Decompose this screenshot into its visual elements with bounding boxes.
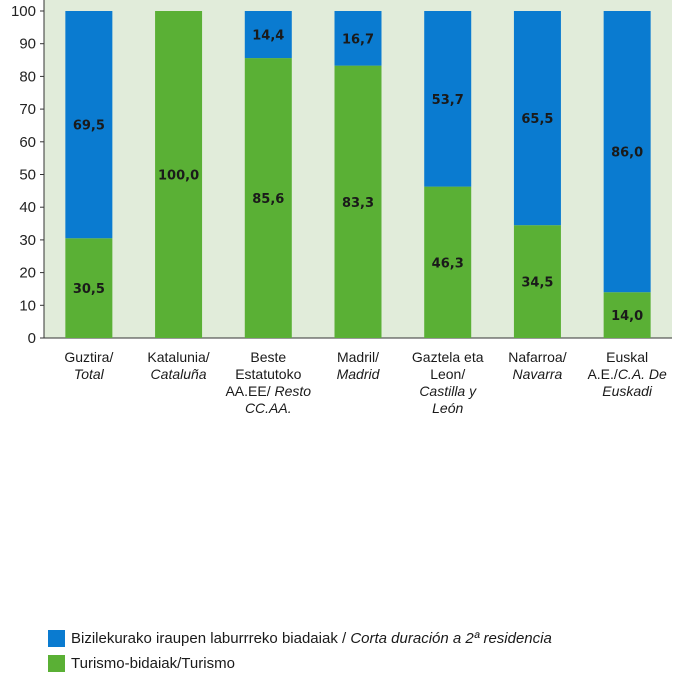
data-label: 100,0 xyxy=(158,169,199,184)
x-category-label: Guztira/Total xyxy=(64,349,113,382)
x-category-label: Katalunia/Cataluña xyxy=(147,349,209,382)
data-label: 85,6 xyxy=(252,192,284,207)
legend-label-plain: Turismo-bidaiak/Turismo xyxy=(71,654,235,672)
bar-segment-turismo xyxy=(603,292,651,338)
bar-segment-corta-duracion xyxy=(334,11,382,66)
bar-segment-turismo xyxy=(513,225,561,338)
bar-segment-turismo xyxy=(334,65,382,338)
data-label: 69,5 xyxy=(73,119,105,134)
y-tick-label: 100 xyxy=(11,3,36,20)
bar-segment-turismo xyxy=(424,186,472,338)
y-tick-label: 40 xyxy=(19,199,36,216)
y-tick-label: 30 xyxy=(19,232,36,249)
y-tick-label: 50 xyxy=(19,167,36,184)
bar-segment-turismo xyxy=(65,238,113,338)
y-tick-label: 90 xyxy=(19,36,36,53)
legend-swatch-blue xyxy=(48,629,65,647)
data-label: 83,3 xyxy=(342,196,374,211)
bar-segment-corta-duracion xyxy=(603,11,651,293)
y-tick-label: 0 xyxy=(28,330,36,347)
stacked-bar-chart: 0 10 20 30 40 50 60 70 80 90 100 30,5 69,5 Guztira/To… xyxy=(11,0,672,416)
data-label: 34,5 xyxy=(521,276,553,291)
legend-item-corta-duracion: Bizilekurako iraupen laburrreko biadaiak… xyxy=(48,627,552,649)
data-label: 14,4 xyxy=(252,29,284,44)
bar-segment-turismo xyxy=(155,11,203,338)
y-tick-label: 60 xyxy=(19,134,36,151)
x-category-label: Gaztela eta Leon/Castilla y León xyxy=(412,349,484,416)
data-label: 14,0 xyxy=(611,309,643,324)
data-label: 46,3 xyxy=(432,256,464,271)
legend-item-turismo: Turismo-bidaiak/Turismo xyxy=(48,652,552,674)
data-label: 86,0 xyxy=(611,146,643,161)
bar-segment-corta-duracion xyxy=(244,11,292,59)
legend-label-italic: Corta duración a 2ª residencia xyxy=(350,629,552,647)
chart-legend: Bizilekurako iraupen laburrreko biadaiak… xyxy=(48,627,552,677)
y-tick-label: 80 xyxy=(19,68,36,85)
x-category-label: Madril/Madrid xyxy=(337,349,381,382)
bar-segment-corta-duracion xyxy=(513,11,561,226)
y-tick-label: 20 xyxy=(19,265,36,282)
data-label: 53,7 xyxy=(432,93,464,108)
bar-segment-turismo xyxy=(244,58,292,338)
legend-swatch-green xyxy=(48,654,65,672)
legend-label-plain: Bizilekurako iraupen laburrreko biadaiak… xyxy=(71,629,351,647)
x-category-label: Euskal A.E./C.A. De Euskadi xyxy=(587,349,667,399)
bar-segment-corta-duracion xyxy=(424,11,472,187)
bar-segment-corta-duracion xyxy=(65,11,113,239)
x-category-label: Beste Estatutoko AA.EE/ Resto CC.AA. xyxy=(225,349,311,416)
data-label: 16,7 xyxy=(342,32,374,47)
y-tick-label: 70 xyxy=(19,101,36,118)
x-category-label: Nafarroa/Navarra xyxy=(508,349,566,382)
data-label: 65,5 xyxy=(521,112,553,127)
y-tick-label: 10 xyxy=(19,297,36,314)
data-label: 30,5 xyxy=(73,282,105,297)
